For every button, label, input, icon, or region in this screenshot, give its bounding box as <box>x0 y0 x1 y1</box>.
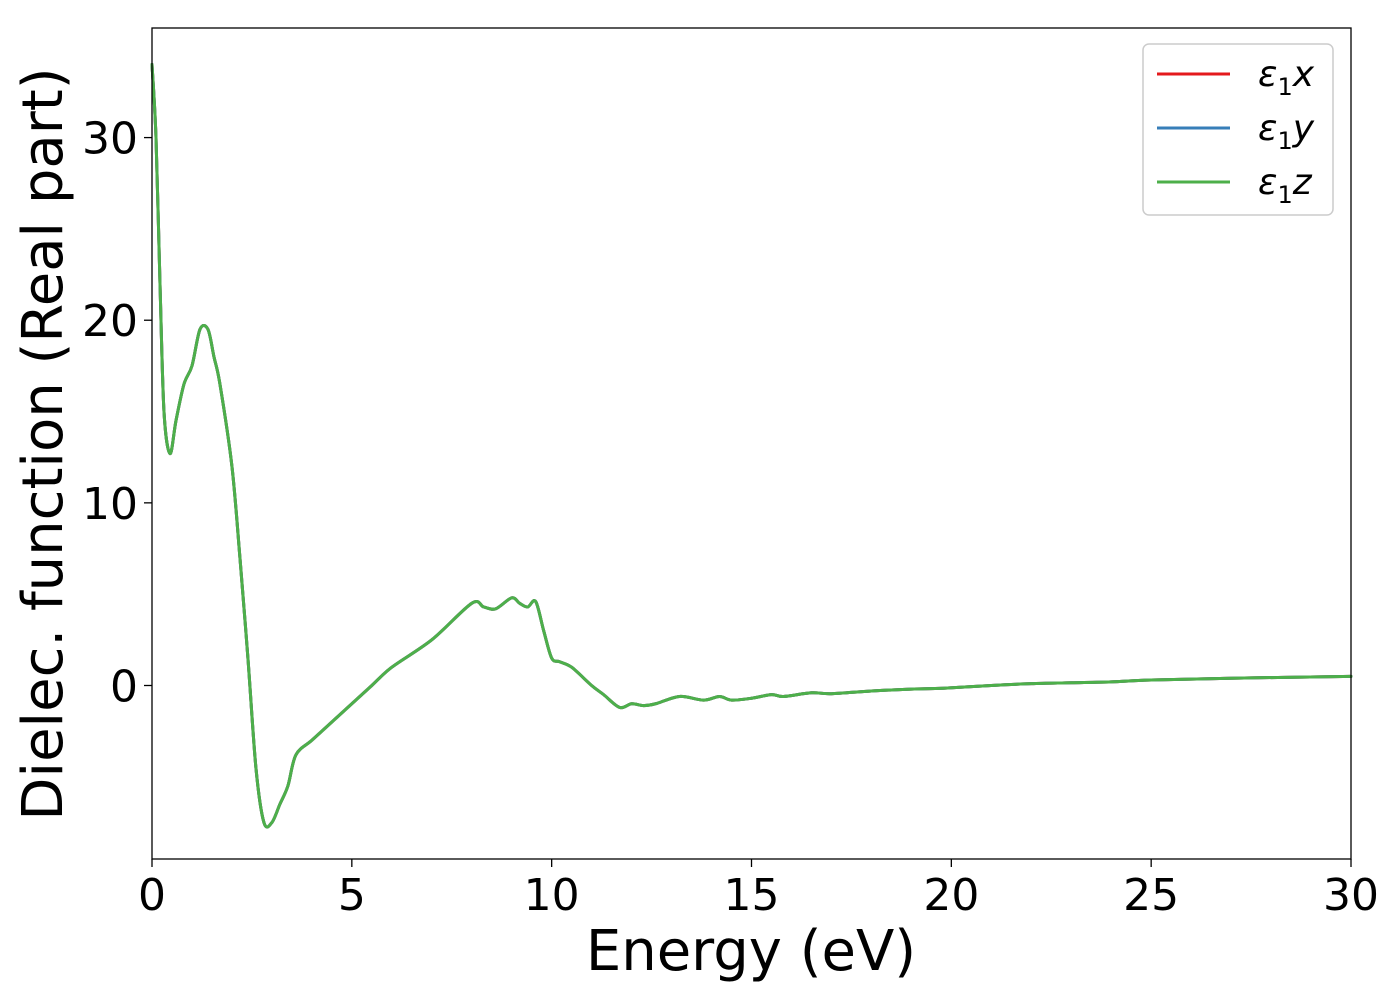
x-tick-label: 20 <box>923 870 979 921</box>
x-tick-label: 30 <box>1323 870 1379 921</box>
y-axis-ticks: 0 10 20 30 <box>82 114 152 712</box>
series-line-ε1z <box>150 63 1353 829</box>
legend-items: ε1x ε1y ε1z <box>1157 54 1315 209</box>
y-tick-label: 0 <box>110 661 138 712</box>
plot-lines <box>150 63 1353 829</box>
legend: ε1x ε1y ε1z <box>1142 43 1334 216</box>
x-tick-label: 15 <box>724 870 780 921</box>
y-tick-label: 20 <box>82 296 138 347</box>
legend-box <box>1142 43 1334 216</box>
legend-label-x: ε1x <box>1258 54 1315 101</box>
x-tick-label: 5 <box>338 870 366 921</box>
y-tick-label: 30 <box>82 114 138 165</box>
x-axis-title: Energy (eV) <box>586 919 916 984</box>
y-tick-label: 10 <box>82 479 138 530</box>
y-axis-title: Dielec. function (Real part) <box>11 67 76 820</box>
x-tick-label: 25 <box>1123 870 1179 921</box>
x-tick-label: 10 <box>524 870 580 921</box>
x-tick-label: 0 <box>138 870 166 921</box>
x-axis-ticks: 0 5 10 15 20 25 30 <box>138 859 1379 921</box>
legend-label-z: ε1z <box>1258 162 1313 209</box>
legend-label-y: ε1y <box>1258 108 1315 155</box>
